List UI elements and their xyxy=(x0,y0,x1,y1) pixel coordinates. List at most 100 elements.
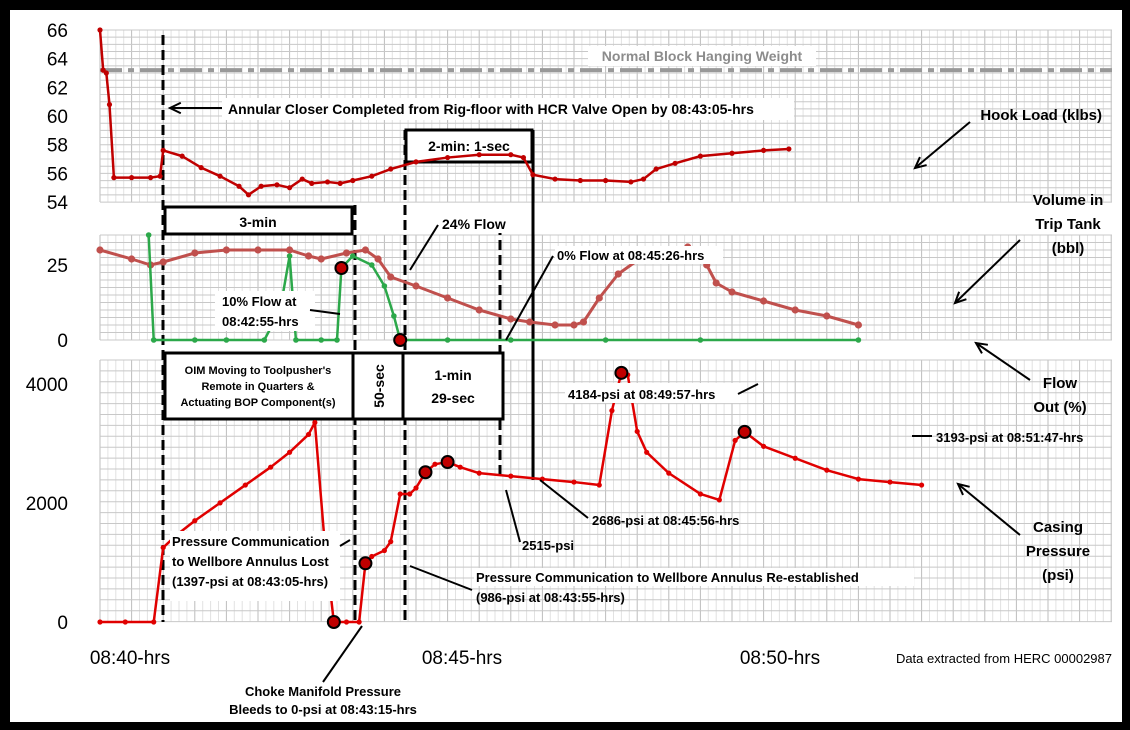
hook-load-point xyxy=(369,173,375,179)
casing-pressure-point xyxy=(413,485,419,491)
casing-label: Pressure xyxy=(1026,543,1090,560)
flow-out-point xyxy=(350,253,356,259)
flow-out-point xyxy=(286,253,293,259)
trip-tank-volume-point xyxy=(128,255,136,263)
casing-pressure-point xyxy=(381,547,387,554)
y-tick-label: 56 xyxy=(47,164,68,185)
re-label: (986-psi at 08:43:55-hrs) xyxy=(476,590,625,605)
lost-leader xyxy=(339,539,351,547)
casing-pressure-point xyxy=(122,619,128,625)
flow0-leader xyxy=(505,255,554,341)
flow-out-label: Flow xyxy=(1043,375,1077,392)
trip-tank-volume-point xyxy=(507,315,515,323)
hook-load-point xyxy=(245,192,252,198)
y-tick-label: 0 xyxy=(57,331,68,352)
lost-label: Pressure Communication xyxy=(172,534,330,549)
x-tick-label: 08:45-hrs xyxy=(422,648,502,669)
casing-pressure-point xyxy=(432,461,438,467)
flow0-label: 0% Flow at 08:45:26-hrs xyxy=(557,248,704,263)
lost-label: to Wellbore Annulus Lost xyxy=(172,554,329,569)
hook-load-point xyxy=(520,154,527,161)
source-note: Data extracted from HERC 00002987 xyxy=(896,651,1112,666)
hook-load-point xyxy=(577,177,583,184)
casing-pressure-point xyxy=(388,539,394,545)
p2515-leader xyxy=(505,489,521,543)
normal-block-label-bg xyxy=(588,46,816,66)
flow10-leader xyxy=(309,309,341,315)
casing-pressure-point xyxy=(457,464,463,470)
casing-pressure-point xyxy=(855,476,862,482)
trip-tank-volume-point xyxy=(854,321,863,329)
trip-tank-volume-point xyxy=(823,312,831,320)
casing-pressure-point xyxy=(508,473,514,479)
trip-tank-volume-point xyxy=(317,255,325,263)
hook-load-point xyxy=(324,179,331,185)
trip-tank-volume-point xyxy=(361,246,370,254)
trip-tank-volume-point xyxy=(412,282,420,290)
y-tick-label: 66 xyxy=(47,21,68,42)
oim-label: OIM Moving to Toolpusher's xyxy=(185,365,332,377)
p4184-bg xyxy=(565,383,743,403)
overlay: Normal Block Hanging Weight 3-min 2-min: 1… xyxy=(100,35,1112,622)
hook-load-point xyxy=(653,166,659,172)
flow-out-point xyxy=(602,337,609,343)
trip-tank-volume-point xyxy=(159,258,167,266)
y-ticks: 66 64 62 60 58 56 54 25 0 4000 2000 0 xyxy=(26,21,69,634)
casing-pressure-point xyxy=(287,449,293,455)
hook-load-point xyxy=(530,172,536,178)
casing-pressure-point xyxy=(761,443,767,449)
fifty-sec-label: 50-sec xyxy=(371,364,387,408)
casing-pressure-point xyxy=(217,500,223,506)
flow0-bg xyxy=(555,246,723,264)
casing-pressure-point xyxy=(596,482,602,488)
oim-box xyxy=(163,351,355,421)
casing-label: (psi) xyxy=(1042,567,1074,584)
flow-out-point xyxy=(508,337,514,343)
trip-tank-volume-point xyxy=(96,246,104,254)
casing-pressure-point xyxy=(666,470,672,476)
volume-arrow xyxy=(954,239,1021,304)
casing-pressure-point xyxy=(407,491,413,497)
casing-pressure-point xyxy=(609,408,615,414)
trip-tank-volume-point xyxy=(570,321,578,329)
lost-label: (1397-psi at 08:43:05-hrs) xyxy=(172,574,328,589)
casing-pressure-point xyxy=(192,518,198,524)
trip-tank-volume-point xyxy=(595,294,603,302)
choke-label: Choke Manifold Pressure xyxy=(245,684,401,699)
hook-load-point xyxy=(106,101,113,108)
casing-pressure-point xyxy=(634,428,640,435)
y-tick-label: 0 xyxy=(57,613,68,634)
hook-load-point xyxy=(552,176,558,182)
volume-label: Trip Tank xyxy=(1035,216,1101,233)
pressure-4184-marker xyxy=(614,365,629,380)
flow-out-point xyxy=(318,337,325,343)
flow-out-point xyxy=(855,337,862,343)
hook-load-point xyxy=(476,152,482,158)
y-tick-label: 64 xyxy=(47,50,69,71)
chart-svg: 66 64 62 60 58 56 54 25 0 4000 2000 0 Normal Block … xyxy=(26,21,1112,717)
hook-load-point xyxy=(179,153,185,159)
hook-load-point xyxy=(388,166,394,172)
flow-out-point xyxy=(145,232,152,238)
trip-tank-volume-point xyxy=(475,306,483,314)
x-tick-label: 08:40-hrs xyxy=(90,648,170,669)
casing-pressure-point xyxy=(343,619,350,625)
casing-pressure-point xyxy=(887,479,893,485)
casing-pressure-point xyxy=(644,449,650,455)
flow-out-point xyxy=(293,337,299,343)
volume-label: (bbl) xyxy=(1052,240,1084,257)
hook-load-point xyxy=(299,176,305,182)
hook-load-point xyxy=(258,183,264,189)
trip-tank-volume-point xyxy=(579,318,588,326)
y-tick-label: 4000 xyxy=(26,375,68,396)
volume-arrow-head xyxy=(953,291,967,305)
trip-tank-volume-point xyxy=(191,249,199,257)
p3193-label: 3193-psi at 08:51:47-hrs xyxy=(936,430,1083,445)
hook-load-point xyxy=(729,150,735,156)
casing-pressure-point xyxy=(792,455,798,461)
hook-load-point xyxy=(786,146,792,152)
re-label: Pressure Communication to Wellbore Annul… xyxy=(476,570,859,585)
normal-block-label: Normal Block Hanging Weight xyxy=(602,48,803,64)
annular-label: Annular Closer Completed from Rig-floor … xyxy=(228,101,754,117)
hook-load-arrow xyxy=(914,121,971,169)
